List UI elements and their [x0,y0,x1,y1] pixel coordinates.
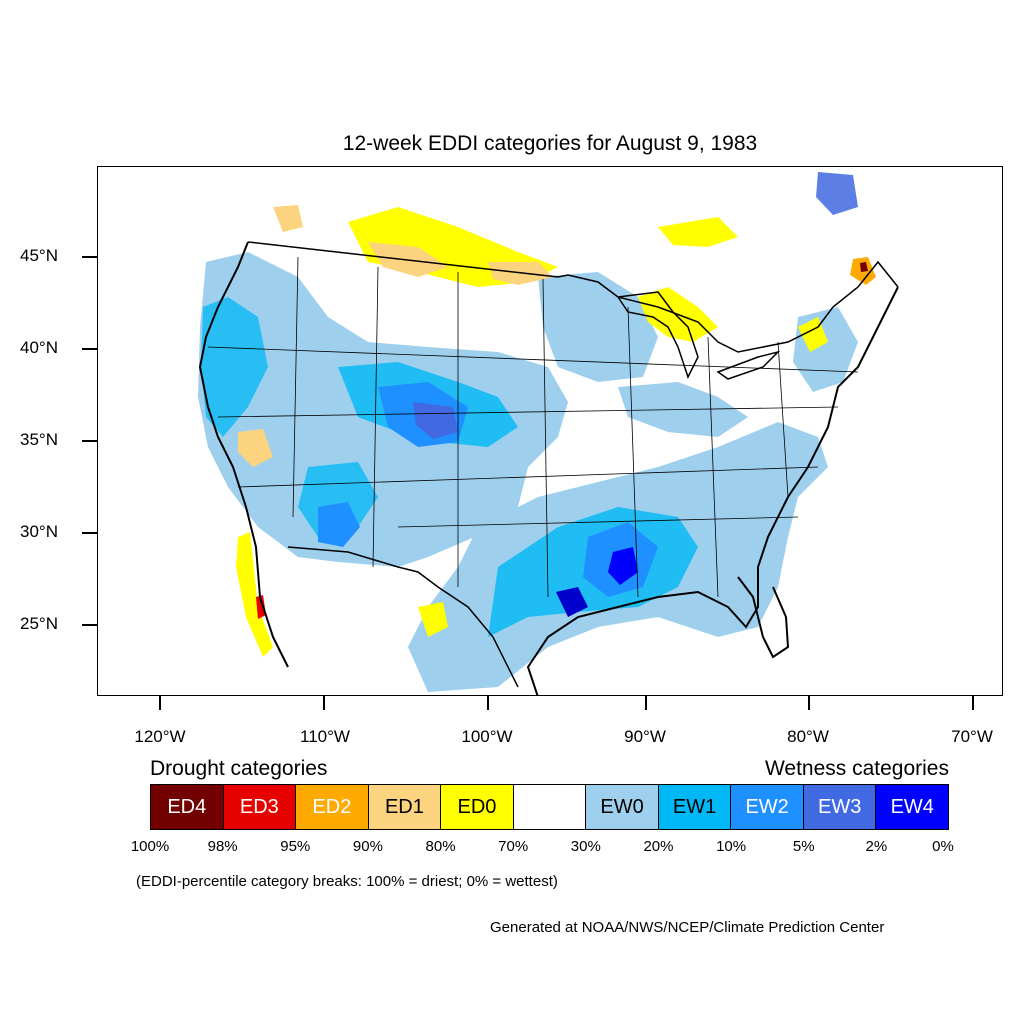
ew4-texas-coast [556,587,588,617]
lat-label-40: 40°N [20,338,58,357]
great-lakes [616,291,699,379]
percent-break-label: 10% [716,838,747,855]
ed4-quebec-spot [860,262,868,272]
ew3-colorado-core [413,402,458,439]
eddi-map [97,166,1003,696]
lon-tick [159,696,161,710]
legend-swatch-ed4: ED4 [151,785,224,829]
lat-label-35: 35°N [20,430,58,449]
state-lines [207,256,859,598]
ed1-bc [273,205,303,232]
ed0-ontario-east [658,217,738,247]
lon-label-100: 100°W [461,727,513,746]
ew0-northcentral-region [538,272,658,382]
percent-break-label: 20% [643,838,674,855]
lon-label-120: 120°W [134,727,186,746]
ed1-nevada [238,429,273,467]
lat-label-45: 45°N [20,246,58,265]
lon-label-90: 90°W [624,727,666,746]
legend-swatch-ew2: EW2 [731,785,804,829]
ed3-baja [256,595,266,619]
percent-break-label: 98% [207,838,238,855]
lon-label-70: 70°W [951,727,993,746]
lon-tick [645,696,647,710]
ew1-west-coast [201,297,268,437]
us-canada-border [247,241,899,353]
percent-break-label: 80% [425,838,456,855]
ed0-new-england [798,317,828,352]
legend-swatch-ed2: ED2 [296,785,369,829]
category-legend: ED4 ED3 ED2 ED1 ED0 EW0 EW1 EW2 EW3 EW4 [150,784,949,830]
credit-line: Generated at NOAA/NWS/NCEP/Climate Predi… [490,919,885,936]
ew2-quebec [816,172,858,215]
percent-break-label: 100% [130,838,170,855]
legend-swatch-ed0: ED0 [441,785,514,829]
ed0-california-coast [236,532,273,657]
percent-break-label: 0% [932,838,954,855]
percent-break-label: 90% [352,838,383,855]
percent-break-label: 70% [498,838,529,855]
ew2-arizona [318,502,360,547]
lon-tick [808,696,810,710]
lake-erie [716,350,781,380]
category-breaks-note: (EDDI-percentile category breaks: 100% =… [136,873,558,890]
map-title: 12-week EDDI categories for August 9, 19… [342,132,758,155]
percent-break-label: 95% [280,838,311,855]
category-shading [198,172,876,692]
atlantic-gulf-coastline [526,286,899,695]
lat-tick [82,440,97,442]
lat-tick [82,348,97,350]
wetness-categories-heading: Wetness categories [764,757,949,780]
legend-swatch-ew1: EW1 [658,785,732,829]
lon-label-80: 80°W [787,727,829,746]
lat-tick [82,624,97,626]
florida [737,576,790,659]
lon-label-110: 110°W [300,727,350,746]
drought-categories-heading: Drought categories [150,757,328,780]
us-mexico-border [287,546,519,688]
ew0-northeast-region [793,307,858,392]
legend-swatch-ew0: EW0 [586,785,659,829]
lat-label-30: 30°N [20,522,58,541]
lon-tick [487,696,489,710]
pacific-coastline [198,241,289,668]
lat-label-25: 25°N [20,614,58,633]
lat-tick [82,532,97,534]
legend-swatch-ew4: EW4 [876,785,949,829]
ed0-texas-west [418,602,448,637]
percent-break-label: 30% [570,838,601,855]
lat-tick [82,256,97,258]
lon-tick [972,696,974,710]
ew4-louisiana-core [608,547,638,585]
legend-swatch-ed1: ED1 [368,785,442,829]
map-canvas [198,172,899,695]
legend-swatch-neutral [513,785,587,829]
percent-break-label: 5% [792,838,815,855]
legend-swatch-ew3: EW3 [803,785,877,829]
lon-tick [323,696,325,710]
boundaries [198,241,899,695]
percent-break-label: 2% [865,838,888,855]
legend-swatch-ed3: ED3 [223,785,297,829]
